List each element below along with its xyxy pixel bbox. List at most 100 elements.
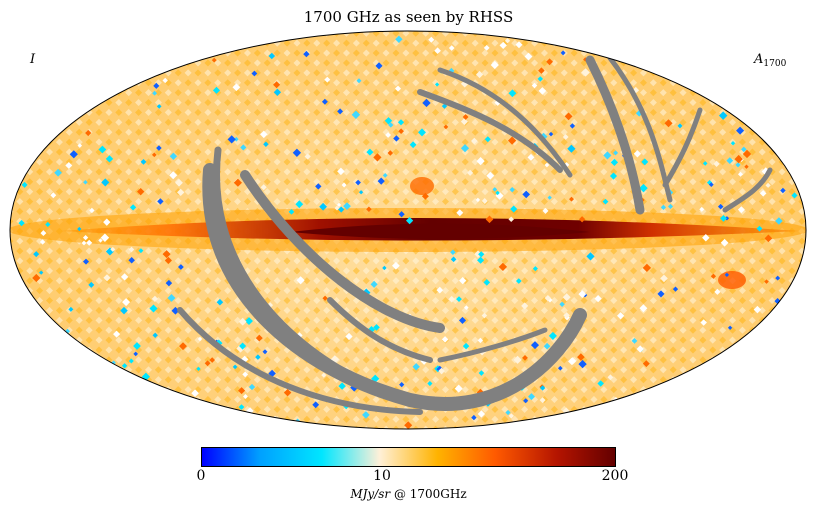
noise-pixel [568, 357, 577, 365]
noise-pixel [337, 108, 344, 115]
scan-mask [177, 55, 773, 415]
noise-pixel [255, 334, 263, 342]
figure-title: 1700 GHz as seen by RHSS [303, 8, 514, 26]
noise-pixel [548, 331, 557, 340]
noise-pixel [443, 124, 449, 130]
noise-pixel [133, 342, 141, 350]
noise-pixel [441, 336, 449, 343]
noise-pixel [212, 86, 221, 94]
bright-spot [718, 271, 746, 289]
noise-pixel [128, 257, 135, 264]
noise-pixel [69, 150, 78, 159]
noise-pixel [238, 387, 246, 395]
noise-pixel [492, 187, 498, 192]
unit-quantity: MJy/sr [350, 487, 391, 501]
noise-pixel [392, 261, 400, 270]
noise-pixel [21, 181, 28, 188]
map-label-subscript: 1700 [763, 59, 787, 69]
noise-pixel [233, 136, 239, 142]
noise-pixel [478, 370, 485, 376]
noise-pixel [569, 196, 574, 202]
colorbar-unit: MJy/sr @ 1700GHz [0, 487, 817, 501]
noise-pixel [702, 234, 710, 242]
noise-pixel [737, 171, 744, 177]
noise-pixel [523, 398, 529, 404]
noise-pixel [548, 131, 554, 137]
noise-pixel [522, 190, 531, 199]
noise-pixel [505, 410, 511, 416]
noise-pixel [499, 41, 507, 50]
noise-pixel [504, 38, 511, 44]
noise-pixel [509, 187, 515, 193]
noise-pixel [741, 146, 747, 153]
noise-pixel [362, 411, 370, 419]
noise-pixel [138, 248, 144, 254]
noise-pixel [436, 286, 444, 294]
noise-pixel [273, 81, 281, 89]
noise-pixel [597, 380, 604, 387]
noise-pixel [395, 35, 403, 43]
noise-pixel [613, 150, 619, 156]
noise-pixel [304, 153, 311, 160]
noise-pixel [162, 77, 168, 84]
noise-pixel [110, 246, 116, 252]
noise-pixel [642, 263, 652, 273]
noise-pixel [175, 178, 183, 187]
noise-pixel [398, 211, 405, 218]
noise-pixel [370, 280, 378, 288]
colorbar-tick-min: 0 [196, 468, 206, 484]
noise-pixel [764, 279, 769, 284]
galactic-center [290, 223, 590, 239]
noise-pixel [251, 70, 258, 77]
noise-pixel [322, 295, 328, 301]
noise-pixel [239, 342, 247, 350]
noise-pixel [177, 188, 185, 197]
noise-pixel [508, 216, 514, 223]
noise-pixel [542, 207, 549, 214]
noise-pixel [103, 274, 111, 282]
noise-pixel [616, 312, 625, 320]
noise-pixel [577, 353, 585, 361]
noise-pixel [321, 372, 327, 378]
noise-pixel [89, 207, 95, 214]
noise-pixel [477, 410, 486, 418]
noise-pixel [578, 359, 587, 369]
noise-pixel [720, 238, 729, 247]
noise-pixel [388, 122, 394, 128]
noise-pixel [39, 239, 46, 245]
noise-pixel [560, 50, 566, 56]
noise-pixel [398, 128, 404, 135]
noise-pixel [373, 153, 382, 162]
bright-spot [410, 177, 434, 195]
noise-pixel [448, 45, 455, 51]
noise-pixel [735, 162, 741, 168]
stokes-label: I [30, 52, 36, 67]
noise-pixel [240, 144, 247, 151]
noise-pixel [677, 123, 683, 129]
noise-pixel [338, 382, 346, 390]
noise-pixel [759, 190, 767, 197]
noise-pixel [85, 129, 92, 137]
noise-pixel [744, 164, 749, 169]
unit-frequency: @ 1700GHz [390, 487, 467, 501]
noise-pixel [515, 278, 522, 284]
noise-pixel [495, 190, 500, 196]
noise-pixel [450, 249, 456, 256]
noise-pixel [418, 128, 426, 137]
noise-pixel [450, 256, 457, 263]
noise-pixel [478, 251, 485, 258]
map-label-main: A [754, 52, 764, 67]
noise-pixel [476, 157, 485, 166]
noise-pixel [404, 421, 413, 429]
noise-pixel [539, 397, 546, 404]
noise-pixel [486, 171, 495, 180]
noise-pixel [714, 288, 721, 295]
map-boundary [9, 30, 807, 430]
noise-pixel [530, 341, 540, 350]
noise-pixel [543, 342, 551, 350]
noise-pixel [373, 324, 380, 331]
